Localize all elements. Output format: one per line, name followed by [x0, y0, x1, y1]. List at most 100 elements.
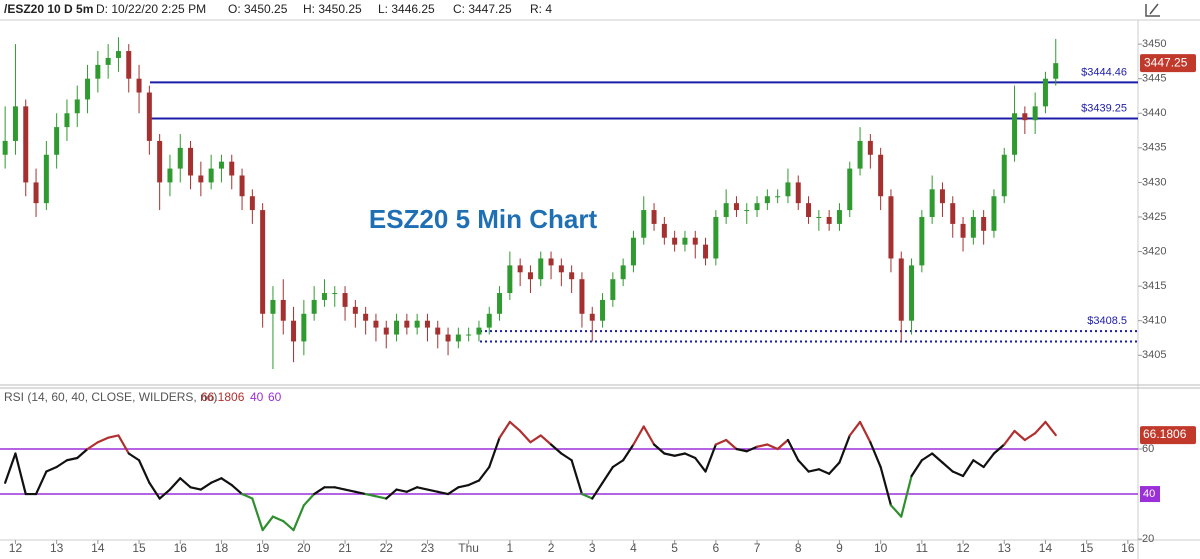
x-tick-label: 3: [589, 541, 596, 555]
x-tick-label: 6: [713, 541, 720, 555]
y-tick-label: 3445: [1142, 73, 1166, 85]
rsi-segment: [271, 515, 285, 523]
candle-body: [445, 334, 451, 342]
x-tick-label: 8: [795, 541, 802, 555]
rsi-y-tick-label: 60: [1142, 443, 1154, 455]
x-tick-label: 14: [1039, 541, 1053, 555]
candle-body: [23, 106, 29, 183]
rsi-segment: [313, 486, 326, 496]
x-tick-label: 2: [548, 541, 555, 555]
candle-body: [579, 279, 585, 314]
rsi-segment: [931, 452, 944, 464]
rsi-segment: [179, 477, 192, 489]
rsi-segment: [735, 447, 748, 453]
candle-body: [2, 140, 8, 155]
rsi-segment: [416, 486, 429, 491]
candle-body: [672, 237, 678, 245]
rsi-segment: [467, 479, 481, 487]
candle-body: [929, 189, 935, 217]
rsi-segment: [817, 468, 831, 475]
rsi-oversold-badge: [1140, 486, 1160, 503]
rsi-segment: [704, 443, 717, 473]
candle-body: [43, 154, 49, 204]
candle-body: [85, 78, 91, 100]
y-tick-label: 3405: [1142, 349, 1166, 361]
candle-body: [661, 223, 667, 238]
rsi-segment: [220, 477, 233, 487]
rsi-segment: [951, 470, 965, 478]
rsi-segment: [333, 486, 347, 491]
candle-body: [970, 216, 976, 238]
rsi-title: RSI (14, 60, 40, CLOSE, WILDERS, no): [4, 390, 217, 404]
candle-body: [301, 313, 307, 342]
candle-body: [538, 258, 544, 280]
candle-body: [270, 299, 276, 314]
rsi-segment: [364, 492, 378, 498]
x-tick-label: 7: [754, 541, 761, 555]
rsi-segment: [920, 452, 934, 462]
candle-body: [486, 313, 492, 328]
rsi-segment: [302, 492, 316, 507]
candle-body: [682, 237, 688, 245]
symbol: /ESZ20 10 D 5m: [4, 2, 93, 16]
rsi-segment: [158, 488, 172, 500]
candle-body: [54, 127, 60, 155]
candle-body: [404, 320, 410, 328]
rsi-segment: [14, 452, 27, 496]
rsi-segment: [889, 504, 903, 518]
rsi-segment: [838, 434, 851, 464]
rsi-segment: [1013, 429, 1026, 442]
candle-body: [105, 57, 111, 65]
candle-body: [33, 182, 39, 204]
rsi-segment: [622, 443, 635, 462]
rsi-segment: [199, 481, 213, 491]
rsi-segment: [96, 436, 110, 444]
candle-body: [836, 210, 842, 224]
rsi-segment: [601, 465, 614, 484]
rsi-segment: [137, 459, 151, 484]
rsi-segment: [405, 486, 419, 493]
candle-body: [1053, 63, 1059, 79]
rsi-segment: [354, 490, 367, 496]
candle-body: [383, 327, 389, 335]
rsi-segment: [560, 452, 573, 462]
y-tick-label: 3415: [1142, 280, 1166, 292]
y-tick-label: 3430: [1142, 176, 1166, 188]
candle-body: [610, 279, 616, 300]
x-tick-label: 10: [874, 541, 888, 555]
y-tick-label: 3410: [1142, 315, 1166, 327]
tool-icon[interactable]: [1145, 3, 1160, 17]
date: D: 10/22/20 2:25 PM: [96, 2, 206, 16]
candle-body: [455, 334, 461, 342]
last-price-badge: [1140, 54, 1196, 73]
rsi-segment: [910, 459, 923, 478]
candle-body: [218, 161, 224, 169]
rsi-segment: [477, 465, 491, 482]
rsi-segment: [786, 438, 800, 462]
x-tick-label: 22: [380, 541, 394, 555]
rsi-segment: [673, 452, 687, 457]
candle-body: [497, 293, 503, 314]
rsi-segment: [848, 420, 862, 437]
rsi-segment: [519, 429, 532, 444]
candle-body: [620, 265, 626, 280]
rsi-segment: [879, 465, 893, 507]
candle-body: [1032, 106, 1038, 121]
rsi-segment: [549, 443, 563, 455]
candle-body: [939, 189, 945, 204]
candle-body: [651, 210, 657, 224]
price-level-label: $3444.46: [1081, 66, 1127, 78]
rsi-segment: [127, 452, 141, 462]
candle-body: [527, 272, 533, 280]
candle-body: [507, 265, 513, 294]
close: C: 3447.25: [453, 2, 512, 16]
candle-body: [1022, 113, 1028, 121]
y-tick-label: 3425: [1142, 211, 1166, 223]
candle-body: [991, 196, 997, 231]
rsi-segment: [86, 441, 99, 451]
candle-body: [733, 203, 739, 211]
candle-body: [909, 265, 915, 321]
y-tick-label: 3450: [1142, 38, 1166, 50]
candle-body: [692, 237, 698, 245]
rsi-segment: [240, 492, 254, 500]
